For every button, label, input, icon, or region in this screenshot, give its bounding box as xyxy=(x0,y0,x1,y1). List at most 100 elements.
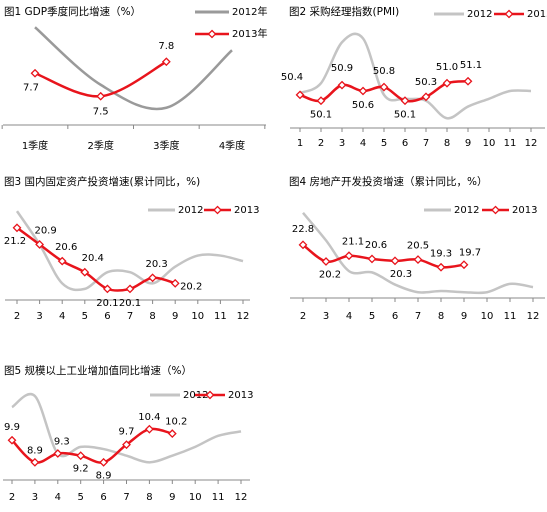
legend-label: 2013 xyxy=(512,205,537,216)
data-point xyxy=(344,251,354,261)
x-tick-label: 2 xyxy=(14,311,20,322)
legend-marker xyxy=(491,205,500,215)
x-tick-label: 3 xyxy=(36,311,42,322)
data-label: 51.1 xyxy=(460,60,482,71)
x-tick-label: 10 xyxy=(481,311,494,322)
data-point xyxy=(30,457,40,467)
x-tick-label: 7 xyxy=(423,138,429,149)
x-tick-label: 12 xyxy=(235,492,248,503)
x-tick-label: 4季度 xyxy=(219,139,245,152)
chart-title: 图2 采购经理指数(PMI) xyxy=(289,5,399,18)
data-label: 20.3 xyxy=(390,269,412,280)
chart-title: 图4 房地产开发投资增速（累计同比，%） xyxy=(289,175,488,188)
x-tick-label: 1 xyxy=(297,138,303,149)
data-point xyxy=(167,429,177,439)
data-label: 20.3 xyxy=(145,259,167,270)
data-label: 20.4 xyxy=(82,253,104,264)
data-point xyxy=(459,260,469,270)
x-tick-label: 7 xyxy=(415,311,421,322)
x-tick-label: 12 xyxy=(527,311,540,322)
data-point xyxy=(35,240,45,249)
series-2012-line xyxy=(302,212,534,295)
x-tick-label: 4 xyxy=(346,311,352,322)
legend-label: 2012 xyxy=(178,205,203,216)
x-tick-label: 10 xyxy=(189,492,202,503)
x-tick-label: 12 xyxy=(237,311,250,322)
x-tick-label: 11 xyxy=(504,311,517,322)
data-label: 8.9 xyxy=(27,445,43,456)
x-tick-label: 10 xyxy=(483,138,496,149)
chart-title: 图5 规模以上工业增加值同比增速（%） xyxy=(4,364,192,377)
x-tick-label: 9 xyxy=(169,492,175,503)
x-tick-label: 9 xyxy=(172,311,178,322)
x-tick-label: 6 xyxy=(402,138,408,149)
data-point xyxy=(379,82,389,92)
data-label: 8.9 xyxy=(96,470,112,481)
x-tick-label: 7 xyxy=(123,492,129,503)
data-label: 20.5 xyxy=(407,241,429,252)
data-label: 7.7 xyxy=(23,82,39,93)
x-tick-label: 6 xyxy=(104,311,110,322)
data-point xyxy=(76,451,86,461)
data-label: 50.6 xyxy=(352,100,374,111)
data-label: 20.9 xyxy=(34,225,56,236)
x-tick-label: 7 xyxy=(127,311,133,322)
x-tick-label: 8 xyxy=(444,138,450,149)
data-label: 19.3 xyxy=(430,248,452,259)
x-tick-label: 1季度 xyxy=(22,139,48,152)
data-point xyxy=(122,440,131,450)
data-label: 7.5 xyxy=(93,106,109,117)
data-point xyxy=(144,424,154,434)
data-point xyxy=(337,80,347,90)
data-label: 9.3 xyxy=(54,436,70,447)
data-point xyxy=(400,96,410,106)
x-tick-label: 9 xyxy=(465,138,471,149)
data-point xyxy=(295,90,305,100)
legend-marker xyxy=(504,9,514,19)
data-label: 20.6 xyxy=(55,242,77,253)
chart-title: 图1 GDP季度同比增速（%） xyxy=(4,5,141,18)
data-point xyxy=(463,76,473,86)
x-tick-label: 12 xyxy=(525,138,538,149)
data-label: 10.4 xyxy=(138,412,160,423)
data-point xyxy=(436,262,446,272)
data-label: 20.2 xyxy=(319,269,341,280)
x-tick-label: 8 xyxy=(146,492,152,503)
data-point xyxy=(358,86,368,96)
data-point xyxy=(30,68,40,78)
legend-label: 2013年 xyxy=(232,27,267,40)
legend-marker xyxy=(205,390,215,400)
x-tick-label: 5 xyxy=(82,311,88,322)
data-point xyxy=(7,435,17,445)
x-tick-label: 11 xyxy=(212,492,225,503)
data-label: 21.1 xyxy=(342,237,364,248)
x-tick-label: 3 xyxy=(323,311,329,322)
data-point xyxy=(53,449,63,458)
data-point xyxy=(125,284,135,294)
x-tick-label: 5 xyxy=(78,492,84,503)
data-point xyxy=(96,91,106,101)
x-tick-label: 11 xyxy=(504,138,517,149)
data-point xyxy=(321,257,331,266)
x-tick-label: 3 xyxy=(339,138,345,149)
data-point xyxy=(442,78,452,88)
data-point xyxy=(413,255,423,264)
legend-label: 2012 xyxy=(467,9,492,20)
data-point xyxy=(170,278,180,288)
legend-label: 2012 xyxy=(454,205,479,216)
data-label: 10.2 xyxy=(165,417,187,428)
data-point xyxy=(367,254,377,264)
x-tick-label: 2 xyxy=(9,492,15,503)
series-2012-line xyxy=(11,392,242,464)
x-tick-label: 2季度 xyxy=(87,139,113,152)
data-point xyxy=(12,223,22,233)
data-label: 20.1 xyxy=(119,298,141,309)
series-2012-line xyxy=(15,210,244,292)
data-point xyxy=(298,240,308,250)
data-point xyxy=(80,267,90,277)
data-label: 9.9 xyxy=(4,422,20,433)
data-point xyxy=(99,457,109,467)
x-tick-label: 8 xyxy=(438,311,444,322)
